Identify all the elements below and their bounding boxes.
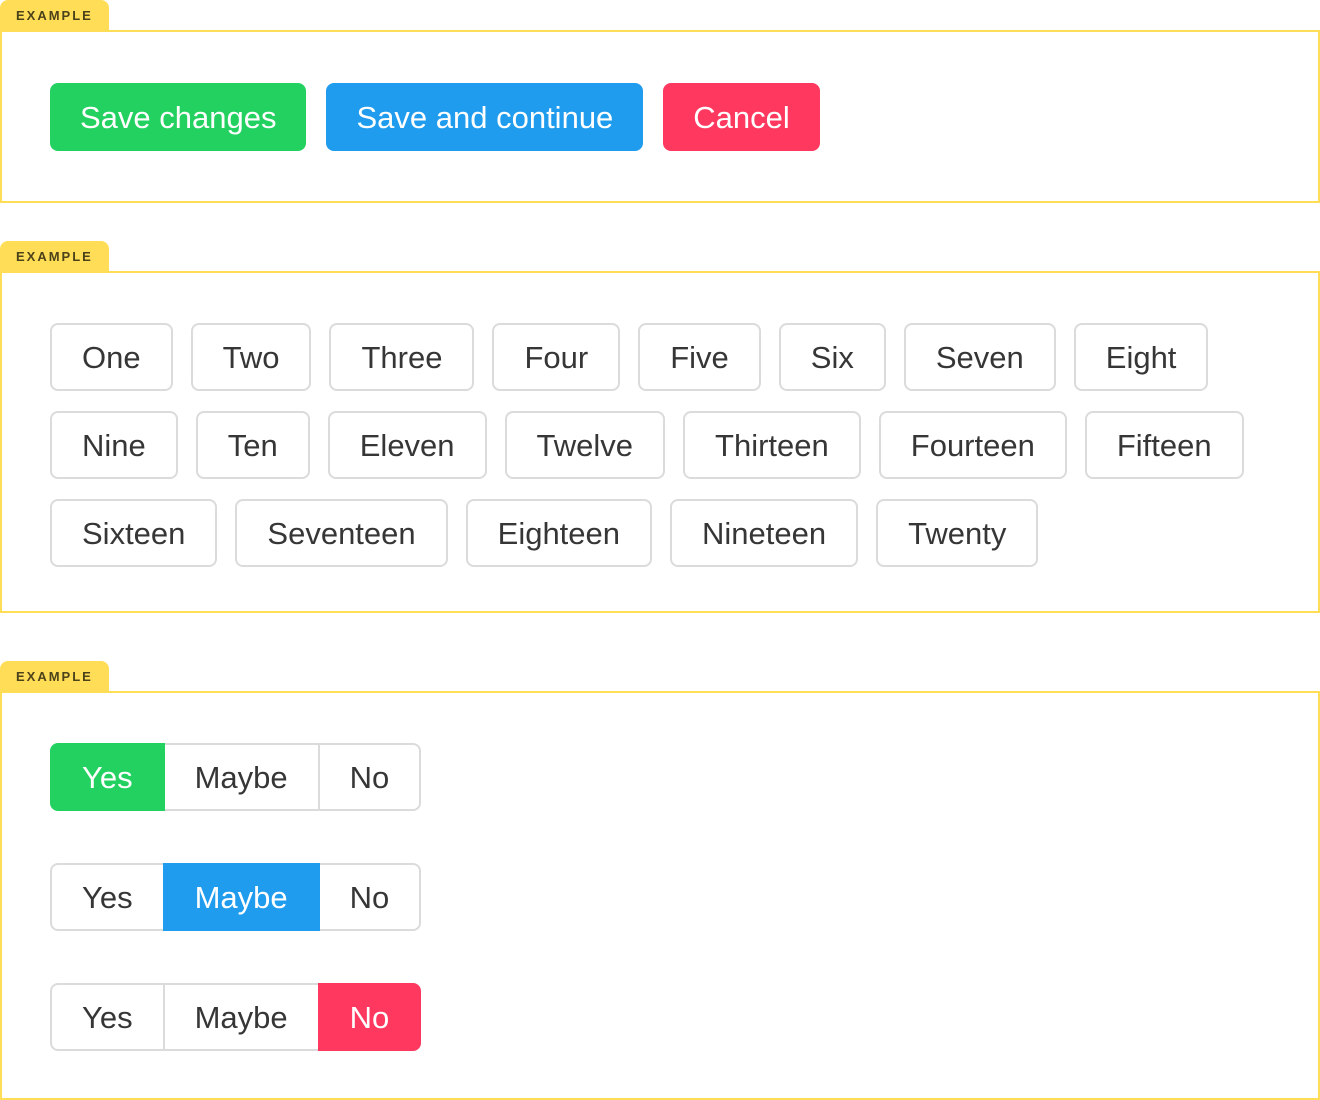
cancel-button[interactable]: Cancel — [663, 83, 820, 151]
segment-no[interactable]: No — [317, 983, 422, 1051]
button-list: One Two Three Four Five Six Seven Eight Nine Ten E… — [50, 323, 1270, 567]
example-tag: EXAMPLE — [0, 241, 109, 271]
button-three[interactable]: Three — [329, 323, 475, 391]
button-addons-group-no-selected: Yes Maybe No — [50, 983, 422, 1051]
button-eighteen[interactable]: Eighteen — [465, 499, 653, 567]
button-nine[interactable]: Nine — [50, 411, 178, 479]
example-tag: EXAMPLE — [0, 0, 109, 30]
save-changes-button[interactable]: Save changes — [50, 83, 307, 151]
button-one[interactable]: One — [50, 323, 173, 391]
segment-yes[interactable]: Yes — [50, 743, 165, 811]
segment-yes[interactable]: Yes — [50, 983, 165, 1051]
button-four[interactable]: Four — [492, 323, 621, 391]
button-twelve[interactable]: Twelve — [504, 411, 666, 479]
button-addons-group-maybe-selected: Yes Maybe No — [50, 863, 422, 931]
segment-maybe[interactable]: Maybe — [162, 743, 320, 811]
segment-yes[interactable]: Yes — [50, 863, 165, 931]
button-twenty[interactable]: Twenty — [876, 499, 1039, 567]
button-addons-group-yes-selected: Yes Maybe No — [50, 743, 422, 811]
example-section-button-addons: EXAMPLE Yes Maybe No Yes Maybe No Yes Maybe No — [0, 661, 1320, 1100]
button-nineteen[interactable]: Nineteen — [670, 499, 859, 567]
button-list-row: One Two Three Four Five Six Seven Eight — [50, 323, 1270, 391]
button-six[interactable]: Six — [778, 323, 886, 391]
example-panel-button-list: One Two Three Four Five Six Seven Eight Nine Ten E… — [0, 271, 1320, 613]
example-tag: EXAMPLE — [0, 661, 109, 691]
button-fifteen[interactable]: Fifteen — [1084, 411, 1244, 479]
save-and-continue-button[interactable]: Save and continue — [326, 83, 644, 151]
segment-no[interactable]: No — [317, 743, 422, 811]
button-ten[interactable]: Ten — [195, 411, 310, 479]
grouped-buttons-row: Save changes Save and continue Cancel — [50, 83, 1270, 151]
button-fourteen[interactable]: Fourteen — [878, 411, 1067, 479]
button-two[interactable]: Two — [190, 323, 312, 391]
button-five[interactable]: Five — [638, 323, 761, 391]
button-eight[interactable]: Eight — [1073, 323, 1209, 391]
button-seventeen[interactable]: Seventeen — [235, 499, 448, 567]
button-list-row: Nine Ten Eleven Twelve Thirteen Fourteen Fifte… — [50, 411, 1270, 479]
button-seven[interactable]: Seven — [903, 323, 1056, 391]
example-panel-button-addons: Yes Maybe No Yes Maybe No Yes Maybe No — [0, 691, 1320, 1100]
example-section-grouped-buttons: EXAMPLE Save changes Save and continue Can… — [0, 0, 1320, 203]
button-list-row: Sixteen Seventeen Eighteen Nineteen Twenty — [50, 499, 1270, 567]
addon-groups: Yes Maybe No Yes Maybe No Yes Maybe No — [50, 743, 1270, 1051]
button-thirteen[interactable]: Thirteen — [683, 411, 861, 479]
segment-maybe[interactable]: Maybe — [162, 983, 320, 1051]
button-eleven[interactable]: Eleven — [327, 411, 487, 479]
example-section-button-list: EXAMPLE One Two Three Four Five Six Seven Eight… — [0, 241, 1320, 613]
example-panel-grouped-buttons: Save changes Save and continue Cancel — [0, 30, 1320, 203]
button-sixteen[interactable]: Sixteen — [50, 499, 218, 567]
segment-maybe[interactable]: Maybe — [162, 863, 320, 931]
segment-no[interactable]: No — [317, 863, 422, 931]
